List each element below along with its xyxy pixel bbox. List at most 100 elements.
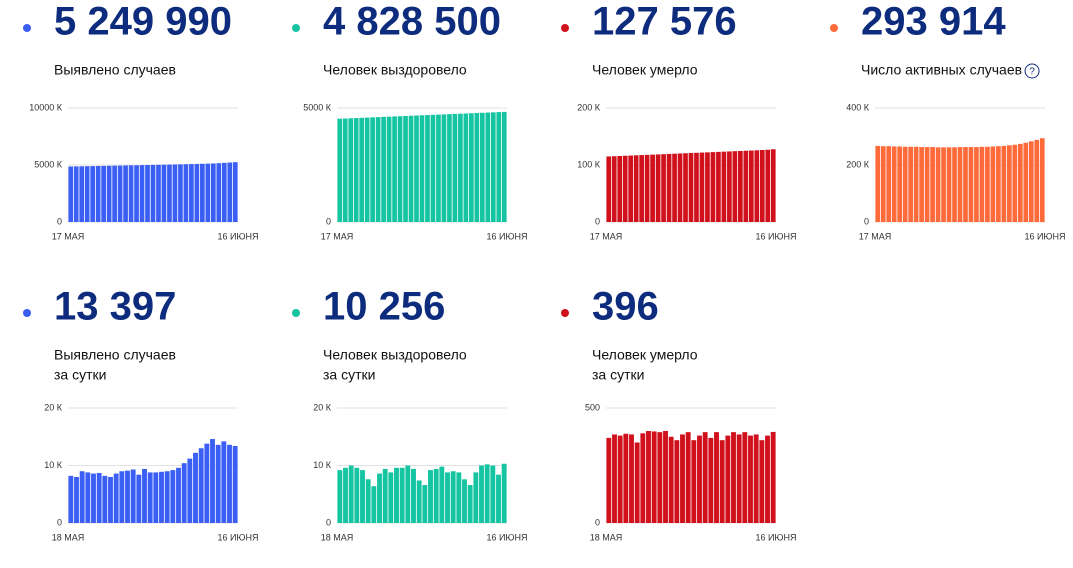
- bar: [725, 435, 731, 523]
- bar: [759, 440, 765, 523]
- bar: [770, 149, 776, 222]
- x-tick-label: 16 ИЮНЯ: [486, 532, 527, 542]
- y-tick-label: 10 К: [44, 460, 63, 470]
- dot: [561, 24, 569, 32]
- y-tick-label: 20 К: [44, 402, 63, 412]
- bar: [697, 435, 702, 523]
- bar: [650, 154, 655, 222]
- stat-card: 13 397 Выявлено случаев за сутки 0 10 К 20 К 1…: [23, 285, 259, 542]
- bar: [754, 150, 760, 222]
- bar: [112, 165, 117, 222]
- bar: [216, 163, 222, 222]
- y-tick-label: 200 К: [577, 102, 601, 112]
- bar: [738, 150, 743, 222]
- bar: [644, 154, 650, 222]
- bar: [232, 445, 238, 523]
- bar: [159, 471, 164, 523]
- bar: [221, 441, 227, 523]
- bar: [902, 146, 908, 222]
- bar: [95, 165, 101, 222]
- bar: [490, 465, 496, 523]
- bar: [765, 435, 770, 523]
- bar: [377, 473, 382, 523]
- bar: [1017, 143, 1023, 222]
- bar: [1012, 144, 1018, 222]
- bar: [629, 434, 634, 523]
- bar: [200, 163, 205, 222]
- bar: [710, 152, 716, 222]
- bar: [985, 146, 990, 222]
- bar: [990, 146, 996, 222]
- bar: [1023, 142, 1029, 222]
- bar: [496, 112, 502, 222]
- bar: [680, 434, 685, 523]
- bar: [719, 440, 725, 523]
- bar: [227, 162, 233, 222]
- bar: [164, 471, 170, 523]
- bar: [108, 477, 113, 523]
- stat-card: 5 249 990 Выявлено случаев 0 5000 К 10000 К 1…: [23, 0, 259, 241]
- bar: [462, 479, 467, 523]
- help-icon: [1024, 63, 1040, 79]
- bar: [946, 147, 952, 222]
- bar: [348, 465, 354, 523]
- bar: [198, 448, 204, 523]
- bar: [677, 153, 683, 222]
- stat-card: 10 256 Человек выздоровело за сутки 0 10 К 20…: [292, 285, 528, 542]
- y-tick-label: 0: [57, 216, 62, 226]
- bar: [117, 165, 123, 222]
- bar: [463, 113, 469, 222]
- bar: [672, 153, 677, 222]
- bar: [623, 433, 629, 523]
- bar: [639, 155, 644, 222]
- bar: [622, 155, 628, 222]
- bar: [897, 146, 903, 222]
- x-tick-label: 16 ИЮНЯ: [755, 231, 796, 241]
- y-tick-label: 0: [326, 517, 331, 527]
- headline: 127 576: [592, 0, 737, 44]
- bar: [68, 475, 74, 523]
- bar: [134, 165, 139, 222]
- bar: [705, 152, 710, 222]
- bar: [691, 440, 697, 523]
- bar: [445, 472, 450, 523]
- bar: [908, 146, 913, 222]
- bar: [147, 472, 153, 523]
- bar: [748, 150, 754, 222]
- bar: [748, 435, 753, 523]
- x-tick-label: 16 ИЮНЯ: [486, 231, 527, 241]
- bar: [227, 444, 232, 523]
- bar: [484, 464, 490, 523]
- x-tick-label: 17 МАЯ: [859, 231, 892, 241]
- bar: [721, 151, 727, 222]
- bar: [161, 164, 167, 222]
- bar: [875, 145, 881, 222]
- bar: [348, 118, 354, 222]
- bar: [381, 116, 386, 222]
- bar: [364, 117, 370, 222]
- bar: [405, 465, 411, 523]
- bar: [106, 165, 112, 222]
- bar: [90, 166, 96, 222]
- headline: 10 256: [323, 285, 445, 329]
- bar: [123, 165, 128, 222]
- y-tick-label: 0: [864, 216, 869, 226]
- subtitle: за сутки: [54, 367, 106, 383]
- bar: [1028, 141, 1034, 222]
- bar: [668, 436, 674, 523]
- bar: [139, 165, 145, 222]
- bar: [84, 166, 90, 222]
- stat-card: 396 Человек умерло за сутки 0 500 18 МАЯ 16 ИЮ…: [561, 285, 797, 542]
- bar: [919, 147, 924, 222]
- bar: [433, 468, 439, 523]
- bar: [136, 474, 142, 523]
- bar: [419, 115, 425, 222]
- bar: [952, 147, 957, 222]
- bar: [125, 470, 130, 523]
- y-tick-label: 0: [595, 216, 600, 226]
- bar: [742, 432, 748, 523]
- bar: [606, 437, 612, 523]
- bar: [708, 437, 714, 523]
- bar: [501, 463, 507, 523]
- bar: [479, 465, 484, 523]
